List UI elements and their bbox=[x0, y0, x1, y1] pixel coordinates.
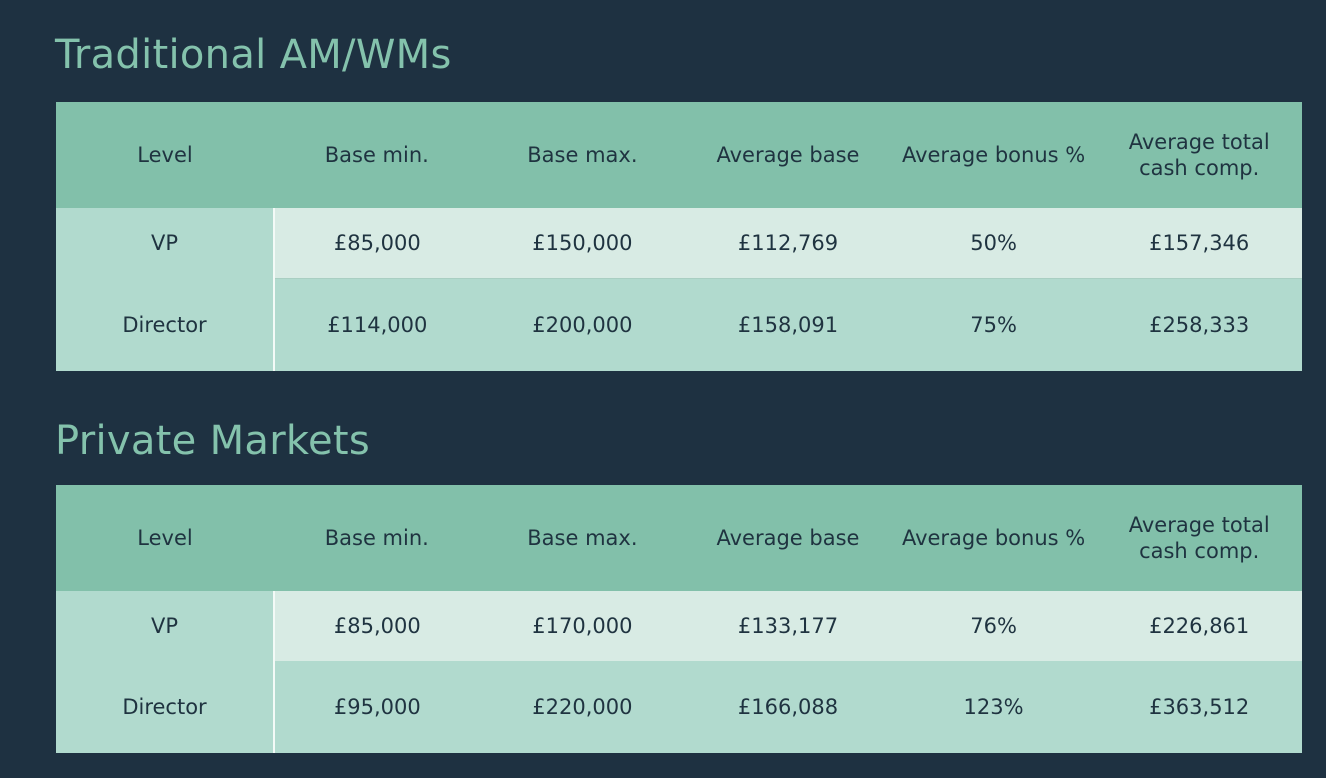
base-max-cell: £170,000 bbox=[479, 591, 686, 661]
column-header-base-min: Base min. bbox=[274, 485, 480, 591]
column-header-base-max: Base max. bbox=[479, 485, 686, 591]
column-header-average-base: Average base bbox=[685, 485, 891, 591]
column-header-average-bonus: Average bonus % bbox=[890, 102, 1097, 208]
average-bonus-cell: 76% bbox=[890, 591, 1097, 661]
average-base-cell: £112,769 bbox=[685, 208, 891, 279]
compensation-table-private-markets: Level Base min. Base max. Average base A… bbox=[56, 485, 1302, 753]
table-row-vp: VP £85,000 £170,000 £133,177 76% £226,86… bbox=[56, 591, 1302, 661]
table-row-vp: VP £85,000 £150,000 £112,769 50% £157,34… bbox=[56, 208, 1302, 279]
average-total-cash-comp-cell: £157,346 bbox=[1096, 208, 1302, 279]
average-bonus-cell: 123% bbox=[890, 661, 1097, 753]
table-header-row: Level Base min. Base max. Average base A… bbox=[56, 485, 1302, 591]
level-cell: Director bbox=[56, 661, 275, 753]
average-base-cell: £166,088 bbox=[685, 661, 891, 753]
section-title-traditional: Traditional AM/WMs bbox=[55, 32, 452, 78]
base-min-cell: £114,000 bbox=[274, 278, 480, 371]
table-row-director: Director £95,000 £220,000 £166,088 123% … bbox=[56, 661, 1302, 753]
level-cell: Director bbox=[56, 278, 275, 371]
section-title-private-markets: Private Markets bbox=[55, 418, 371, 464]
column-header-base-min: Base min. bbox=[274, 102, 480, 208]
column-header-level: Level bbox=[56, 485, 274, 591]
average-bonus-cell: 50% bbox=[890, 208, 1097, 279]
table-header-row: Level Base min. Base max. Average base A… bbox=[56, 102, 1302, 208]
average-total-cash-comp-cell: £363,512 bbox=[1096, 661, 1302, 753]
level-cell: VP bbox=[56, 591, 275, 661]
column-header-average-bonus: Average bonus % bbox=[890, 485, 1097, 591]
base-min-cell: £85,000 bbox=[274, 591, 480, 661]
base-max-cell: £220,000 bbox=[479, 661, 686, 753]
column-header-average-total-cash-comp: Average total cash comp. bbox=[1096, 102, 1302, 208]
base-max-cell: £150,000 bbox=[479, 208, 686, 279]
base-min-cell: £85,000 bbox=[274, 208, 480, 279]
average-bonus-cell: 75% bbox=[890, 278, 1097, 371]
column-header-average-total-cash-comp: Average total cash comp. bbox=[1096, 485, 1302, 591]
table-row-director: Director £114,000 £200,000 £158,091 75% … bbox=[56, 278, 1302, 371]
base-max-cell: £200,000 bbox=[479, 278, 686, 371]
column-header-level: Level bbox=[56, 102, 274, 208]
compensation-table-traditional: Level Base min. Base max. Average base A… bbox=[56, 102, 1302, 371]
average-total-cash-comp-cell: £226,861 bbox=[1096, 591, 1302, 661]
level-cell: VP bbox=[56, 208, 275, 279]
column-header-base-max: Base max. bbox=[479, 102, 686, 208]
average-base-cell: £158,091 bbox=[685, 278, 891, 371]
average-total-cash-comp-cell: £258,333 bbox=[1096, 278, 1302, 371]
base-min-cell: £95,000 bbox=[274, 661, 480, 753]
column-header-average-base: Average base bbox=[685, 102, 891, 208]
average-base-cell: £133,177 bbox=[685, 591, 891, 661]
